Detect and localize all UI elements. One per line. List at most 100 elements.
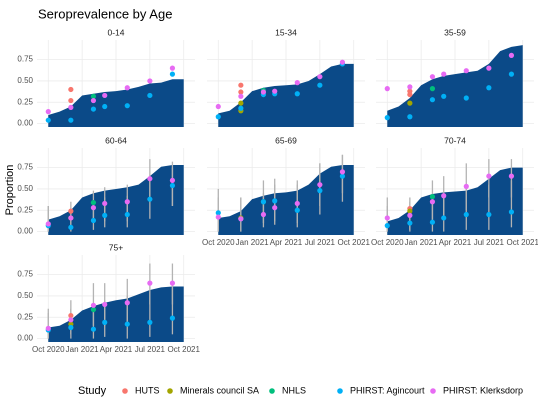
data-point bbox=[463, 68, 469, 74]
data-point bbox=[124, 211, 130, 218]
x-tick-label: Jul 2021 bbox=[135, 345, 166, 354]
model-area bbox=[48, 79, 184, 127]
data-point bbox=[90, 217, 97, 224]
data-point bbox=[508, 71, 515, 77]
data-point bbox=[384, 86, 390, 92]
data-point bbox=[45, 109, 51, 115]
x-tick-label: Oct 2020 bbox=[32, 345, 65, 354]
legend-title: Study bbox=[78, 385, 107, 397]
data-point bbox=[45, 325, 51, 331]
data-point bbox=[294, 200, 300, 207]
data-point bbox=[68, 224, 74, 230]
model-area bbox=[218, 63, 354, 127]
data-point bbox=[238, 93, 244, 99]
data-point bbox=[508, 52, 515, 58]
data-point bbox=[486, 85, 492, 91]
legend-marker bbox=[337, 388, 343, 394]
data-point bbox=[441, 71, 447, 77]
data-point bbox=[429, 194, 436, 200]
x-tick-label: Oct 2021 bbox=[337, 238, 370, 247]
data-point bbox=[68, 324, 74, 331]
data-point bbox=[90, 97, 97, 104]
data-point bbox=[384, 115, 390, 121]
data-point bbox=[486, 173, 492, 179]
y-tick-label: 0.00 bbox=[17, 334, 33, 343]
data-point bbox=[508, 209, 515, 215]
data-point bbox=[463, 95, 469, 101]
x-tick-label: Jan 2021 bbox=[405, 238, 438, 247]
data-point bbox=[317, 182, 323, 188]
data-point bbox=[238, 216, 244, 222]
data-point bbox=[407, 114, 413, 120]
data-point bbox=[90, 306, 97, 313]
y-tick-label: 0.25 bbox=[17, 97, 33, 106]
y-tick-label: 0.75 bbox=[17, 270, 33, 279]
legend-label: NHLS bbox=[282, 385, 306, 395]
y-tick-label: 0.50 bbox=[17, 184, 33, 193]
data-point bbox=[486, 65, 492, 71]
data-point bbox=[215, 210, 221, 216]
facet-label: 75+ bbox=[109, 242, 123, 252]
data-point bbox=[102, 301, 108, 308]
y-tick-label: 0.50 bbox=[17, 291, 33, 300]
legend-label: HUTS bbox=[135, 385, 160, 395]
data-point bbox=[294, 80, 300, 86]
data-point bbox=[169, 315, 176, 321]
data-point bbox=[441, 93, 447, 99]
data-point bbox=[147, 319, 153, 325]
data-point bbox=[441, 193, 447, 199]
data-point bbox=[317, 82, 323, 88]
data-point bbox=[260, 211, 267, 218]
x-tick-label: Oct 2021 bbox=[167, 345, 200, 354]
x-tick-label: Apr 2021 bbox=[439, 238, 472, 247]
data-point bbox=[169, 177, 176, 184]
legend-marker bbox=[122, 388, 128, 394]
data-point bbox=[339, 169, 346, 175]
y-axis-title: Proportion bbox=[4, 165, 16, 216]
data-point bbox=[384, 223, 390, 229]
data-point bbox=[429, 199, 436, 205]
data-point bbox=[384, 215, 390, 221]
data-point bbox=[124, 321, 130, 327]
data-point bbox=[294, 91, 300, 97]
data-point bbox=[238, 105, 244, 111]
data-point bbox=[429, 86, 436, 92]
x-tick-label: Jan 2021 bbox=[66, 345, 99, 354]
data-point bbox=[147, 92, 153, 99]
x-tick-label: Jul 2021 bbox=[305, 238, 336, 247]
data-point bbox=[45, 221, 51, 227]
data-point bbox=[45, 117, 51, 123]
data-point bbox=[68, 97, 74, 104]
data-point bbox=[272, 88, 278, 94]
x-tick-label: Oct 2020 bbox=[202, 238, 235, 247]
y-tick-label: 0.00 bbox=[17, 119, 33, 128]
legend-label: Minerals council SA bbox=[180, 385, 259, 395]
facet-label: 0-14 bbox=[107, 27, 124, 37]
x-tick-label: Oct 2020 bbox=[371, 238, 404, 247]
data-point bbox=[238, 82, 244, 88]
data-point bbox=[407, 208, 413, 214]
x-tick-label: Apr 2021 bbox=[100, 345, 133, 354]
data-point bbox=[429, 97, 436, 103]
data-point bbox=[169, 65, 176, 71]
data-point bbox=[68, 104, 74, 110]
data-point bbox=[260, 199, 267, 205]
data-point bbox=[90, 205, 97, 211]
data-point bbox=[169, 71, 176, 77]
y-tick-label: 0.25 bbox=[17, 312, 33, 321]
facet-label: 15-34 bbox=[275, 27, 297, 37]
data-point bbox=[508, 173, 515, 179]
y-tick-label: 0.75 bbox=[17, 163, 33, 172]
data-point bbox=[339, 173, 346, 179]
data-point bbox=[463, 211, 469, 218]
legend-label: PHIRST: Agincourt bbox=[350, 385, 425, 395]
data-point bbox=[463, 183, 469, 189]
legend-marker bbox=[430, 388, 436, 394]
data-point bbox=[407, 91, 413, 98]
data-point bbox=[102, 92, 108, 99]
data-point bbox=[238, 100, 244, 106]
facet-label: 70-74 bbox=[444, 135, 466, 145]
data-point bbox=[68, 117, 74, 123]
x-tick-label: Oct 2021 bbox=[506, 238, 538, 247]
